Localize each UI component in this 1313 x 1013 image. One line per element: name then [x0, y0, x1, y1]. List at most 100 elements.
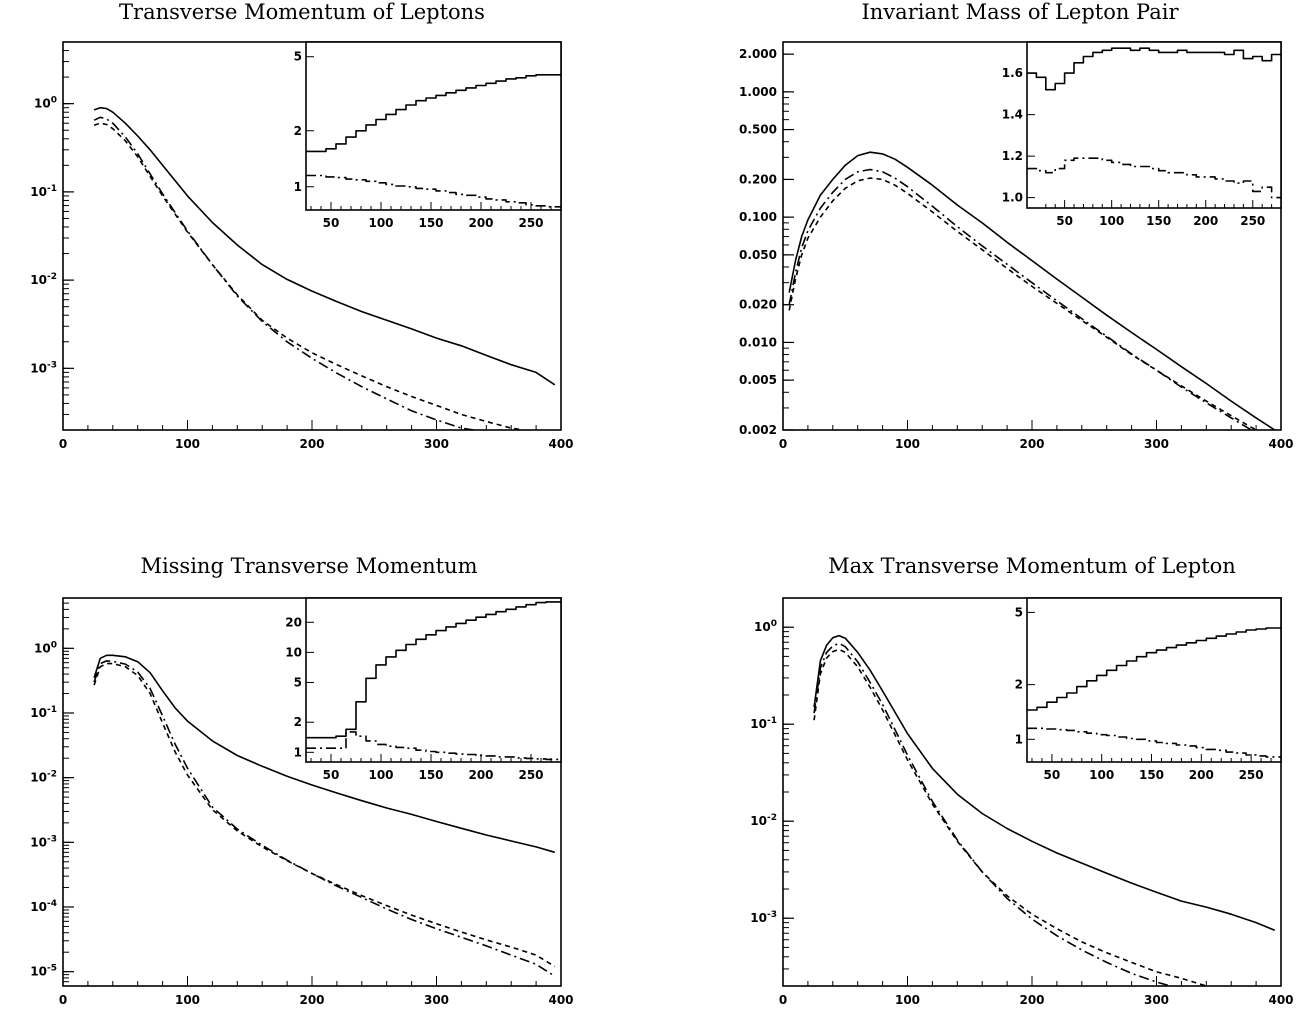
inset-x-tick-label: 200	[468, 768, 493, 782]
inset-x-tick-label: 150	[1139, 768, 1164, 782]
series-line-solid	[93, 106, 556, 386]
inset-x-tick-label: 150	[1146, 214, 1171, 228]
inset-x-tick-label: 150	[418, 768, 443, 782]
inset-y-tick-label: 2	[294, 715, 302, 729]
y-tick-label: 10-3	[30, 834, 57, 849]
inset-frame	[305, 597, 562, 763]
y-tick-label: 2.000	[739, 47, 777, 61]
inset-panel-2: 50 100 150 200 250 1.0 1.2 1.4 1.6	[1002, 41, 1282, 228]
series-line-solid	[813, 634, 1276, 932]
inset-x-tick-label: 50	[1044, 768, 1061, 782]
inset-panel-3: 50 100 150 200 250 1 2 5 10 20	[285, 597, 562, 782]
inset-x-tick-label: 200	[1189, 768, 1214, 782]
chart-panel-1: 0 100 200 300 400 100 10-1 10-2 10-3 50 100 150 200 2…	[30, 41, 574, 451]
inset-background	[306, 598, 561, 762]
chart-title-3: Missing Transverse Momentum	[140, 554, 477, 578]
inset-x-tick-label: 100	[368, 768, 393, 782]
inset-y-tick-label: 20	[285, 615, 302, 629]
inset-background	[1027, 42, 1281, 208]
inset-y-tick-label: 5	[1015, 605, 1023, 619]
inset-x-tick-label: 100	[1089, 768, 1114, 782]
x-tick-label: 400	[1268, 993, 1293, 1007]
inset-x-tick-label: 50	[323, 216, 340, 230]
inset-panel-4: 50 100 150 200 250 1 2 5	[1015, 597, 1282, 782]
x-tick-label: 200	[299, 993, 324, 1007]
inset-histogram-solid	[1027, 47, 1281, 91]
inset-y-tick-label: 1.6	[1002, 66, 1023, 80]
y-tick-label: 10-5	[30, 964, 57, 979]
inset-x-tick-label: 50	[1056, 214, 1073, 228]
y-tick-label: 0.100	[739, 210, 777, 224]
y-tick-label: 1.000	[739, 85, 777, 99]
x-tick-label: 0	[59, 993, 67, 1007]
x-tick-label: 300	[1144, 437, 1169, 451]
inset-frame	[1026, 41, 1282, 209]
y-tick-label: 0.050	[739, 248, 777, 262]
inset-frame	[305, 41, 562, 211]
chart-panel-2: 0 100 200 300 400 2.000 1.000 0.500 0.200 0.100 0.…	[739, 41, 1294, 451]
y-tick-label: 10-1	[30, 705, 57, 720]
series-line-solid	[93, 654, 556, 854]
inset-histogram-solid	[306, 74, 561, 153]
x-tick-label: 100	[175, 437, 200, 451]
inset-x-tick-label: 250	[1239, 768, 1264, 782]
inset-histogram-dashdot	[306, 731, 561, 761]
inset-y-tick-label: 5	[294, 50, 302, 64]
inset-histogram-dashdot	[1027, 727, 1281, 758]
inset-x-tick-label: 200	[468, 216, 493, 230]
inset-y-tick-label: 1.2	[1002, 149, 1023, 163]
x-tick-label: 400	[548, 437, 573, 451]
inset-histogram-solid	[1027, 627, 1281, 711]
chart-title-4: Max Transverse Momentum of Lepton	[828, 554, 1236, 578]
y-tick-label: 100	[754, 619, 777, 634]
y-tick-label: 0.002	[739, 423, 777, 437]
x-tick-label: 100	[895, 993, 920, 1007]
y-tick-label: 100	[34, 640, 57, 655]
x-tick-label: 400	[1268, 437, 1293, 451]
inset-y-tick-label: 1	[294, 180, 302, 194]
y-tick-label: 0.020	[739, 298, 777, 312]
y-tick-label: 0.005	[739, 373, 777, 387]
series-line-dashdot	[93, 116, 474, 430]
inset-x-tick-label: 100	[1099, 214, 1124, 228]
y-tick-label: 10-2	[750, 813, 777, 828]
chart-panel-4: 0 100 200 300 400 100 10-1 10-2 10-3 50 100 150 200 2…	[750, 597, 1294, 1007]
inset-histogram-dashdot	[306, 174, 561, 208]
inset-x-tick-label: 250	[518, 216, 543, 230]
inset-x-tick-label: 150	[418, 216, 443, 230]
y-tick-label: 10-3	[30, 360, 57, 375]
inset-x-tick-label: 200	[1193, 214, 1218, 228]
y-tick-label: 10-2	[30, 272, 57, 287]
inset-panel-1: 50 100 150 200 250 1 2 5	[294, 41, 562, 230]
series-line-dashdot	[93, 660, 556, 977]
y-tick-label: 10-3	[750, 910, 777, 925]
x-tick-label: 200	[1019, 993, 1044, 1007]
series-line-dashed	[93, 662, 556, 968]
inset-background	[306, 42, 561, 210]
y-tick-label: 10-1	[30, 184, 57, 199]
inset-x-tick-label: 250	[518, 768, 543, 782]
inset-x-tick-label: 100	[368, 216, 393, 230]
inset-frame	[1026, 597, 1282, 763]
x-tick-label: 0	[779, 437, 787, 451]
chart-panel-3: 0 100 200 300 400 100 10-1 10-2 10-3 10-4 10-5 50 10…	[30, 597, 574, 1007]
series-line-solid	[788, 151, 1276, 430]
x-tick-label: 0	[59, 437, 67, 451]
series-line-dashdot	[788, 168, 1253, 430]
x-tick-label: 100	[175, 993, 200, 1007]
inset-y-tick-label: 1.0	[1002, 191, 1023, 205]
inset-y-tick-label: 1	[1015, 732, 1023, 746]
y-tick-label: 10-1	[750, 716, 777, 731]
chart-title-2: Invariant Mass of Lepton Pair	[861, 0, 1179, 24]
x-tick-label: 300	[424, 993, 449, 1007]
inset-histogram-dashdot	[1027, 157, 1281, 199]
x-tick-label: 200	[299, 437, 324, 451]
y-tick-label: 0.010	[739, 335, 777, 349]
inset-x-tick-label: 250	[1240, 214, 1265, 228]
inset-y-tick-label: 10	[285, 645, 302, 659]
inset-histogram-solid	[306, 601, 561, 739]
x-tick-label: 100	[895, 437, 920, 451]
y-tick-label: 100	[34, 96, 57, 111]
x-tick-label: 200	[1019, 437, 1044, 451]
